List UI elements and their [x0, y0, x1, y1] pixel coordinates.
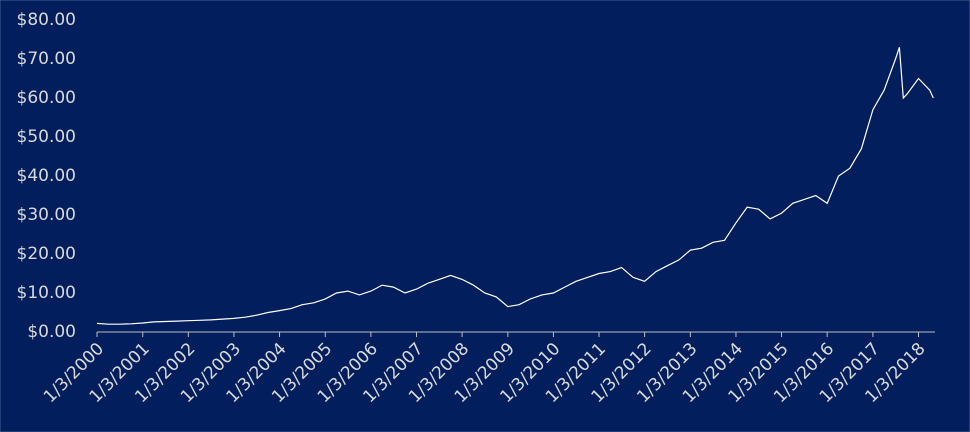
- y-tick-label: $30.00: [17, 205, 76, 225]
- y-tick-label: $70.00: [17, 49, 76, 69]
- y-tick-label: $0.00: [27, 322, 76, 342]
- y-tick-label: $20.00: [17, 244, 76, 264]
- y-tick-label: $40.00: [17, 166, 76, 186]
- y-tick-label: $60.00: [17, 88, 76, 108]
- y-tick-label: $80.00: [17, 10, 76, 30]
- y-tick-label: $50.00: [17, 127, 76, 147]
- y-tick-label: $10.00: [17, 283, 76, 303]
- price-line: [96, 47, 934, 325]
